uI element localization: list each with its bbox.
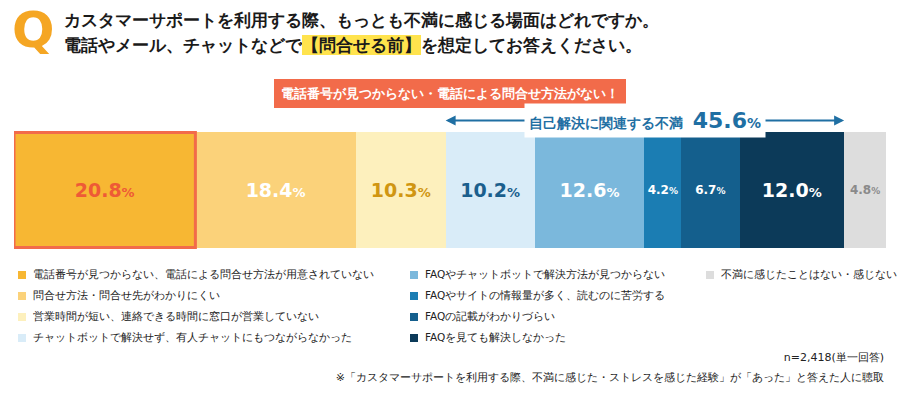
svg-text:20.8%: 20.8% [75, 179, 135, 201]
html-text:チャットボットで解決せず、有人チャットにもつながらなかった: チャットボットで解決せず、有人チャットにもつながらなかった [33, 330, 352, 343]
html-text:カスタマーサポートを利用する際、もっとも不満に感じる場面はど: カスタマーサポートを利用する際、もっとも不満に感じる場面はどれですか。 [64, 10, 659, 30]
svg-text:10.3%: 10.3% [371, 179, 431, 201]
svg-text:4.2%: 4.2% [648, 183, 678, 197]
html-text:電話やメール、チャットなどで【問合せる前】を想定してお答えく: 電話やメール、チャットなどで【問合せる前】を想定してお答えください。 [64, 35, 642, 55]
html-text:n=2,418(単一回答): n=2,418(単一回答) [783, 351, 884, 364]
svg-text:自己解決に関連する不満 45.6%: 自己解決に関連する不満 45.6% [529, 108, 761, 133]
svg-text:12.0%: 12.0% [762, 179, 822, 201]
html-text:FAQの記載がわかりづらい: FAQの記載がわかりづらい [425, 309, 556, 322]
html-text:電話番号が見つからない、電話による問合せ方法が用意されていな: 電話番号が見つからない、電話による問合せ方法が用意されていない [33, 267, 374, 280]
svg-text:4.8%: 4.8% [850, 183, 880, 197]
html-text:問合せ方法・問合せ先がわかりにくい: 問合せ方法・問合せ先がわかりにくい [33, 288, 220, 301]
svg-text:12.6%: 12.6% [560, 179, 620, 201]
svg-text:電話番号が見つからない・電話による問合せ方法がない！: 電話番号が見つからない・電話による問合せ方法がない！ [281, 86, 619, 101]
html-text:FAQやサイトの情報量が多く、読むのに苦労する: FAQやサイトの情報量が多く、読むのに苦労する [425, 288, 666, 301]
html-text:FAQやチャットボットで解決方法が見つからない: FAQやチャットボットで解決方法が見つからない [425, 267, 666, 280]
html-text:FAQを見ても解決しなかった: FAQを見ても解決しなかった [425, 330, 567, 343]
svg-text:18.4%: 18.4% [246, 179, 306, 201]
svg-text:6.7%: 6.7% [695, 183, 725, 197]
html-text:不満に感じたことはない・感じない: 不満に感じたことはない・感じない [721, 267, 897, 280]
html-text:※「カスタマーサポートを利用する際、不満に感じた・ストレスを: ※「カスタマーサポートを利用する際、不満に感じた・ストレスを感じた経験」が「あっ… [335, 371, 884, 384]
svg-text:10.2%: 10.2% [460, 179, 520, 201]
html-text:営業時間が短い、連絡できる時間に窓口が営業していない: 営業時間が短い、連絡できる時間に窓口が営業していない [33, 309, 319, 322]
html-text:Q: Q [12, 1, 55, 59]
